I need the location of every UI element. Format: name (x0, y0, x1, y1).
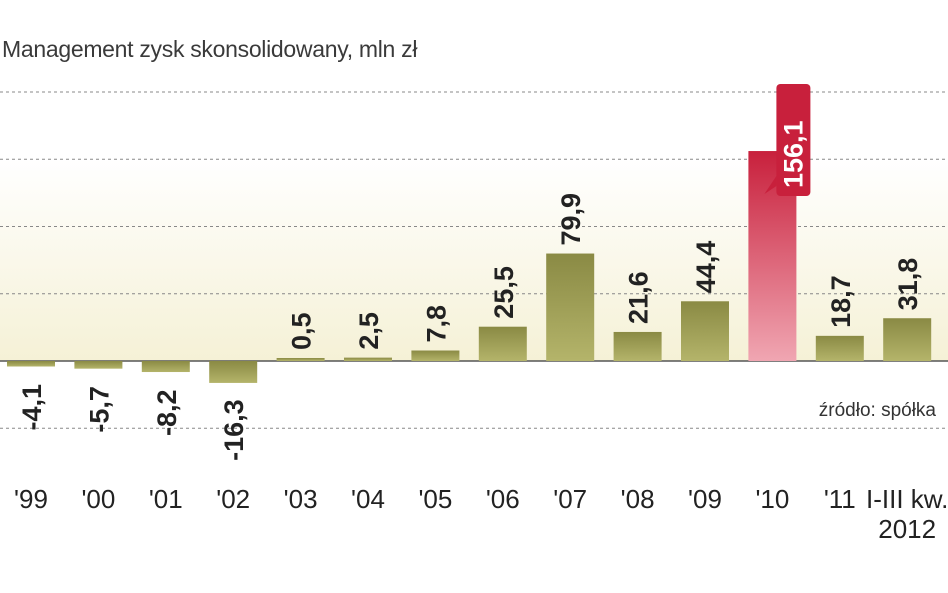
data-label: 156,1 (778, 120, 808, 188)
bar (546, 253, 595, 361)
data-label: -4,1 (17, 384, 47, 431)
data-label: 31,8 (893, 258, 923, 311)
chart-title: Management zysk skonsolidowany, mln zł (2, 36, 418, 62)
x-tick-label: 2012 (878, 514, 936, 544)
bar (276, 358, 325, 361)
bar (883, 318, 932, 361)
data-label: 25,5 (489, 266, 519, 319)
x-tick-label: '05 (418, 484, 452, 514)
x-tick-label: '06 (486, 484, 520, 514)
x-tick-label: I-III kw. (866, 484, 948, 514)
x-tick-label: '02 (216, 484, 250, 514)
x-tick-label: '09 (688, 484, 722, 514)
x-tick-label: '08 (621, 484, 655, 514)
x-tick-label: '00 (81, 484, 115, 514)
source-note: źródło: spółka (818, 400, 936, 421)
x-tick-label: '10 (755, 484, 789, 514)
data-label: 2,5 (354, 312, 384, 350)
bar (613, 331, 662, 361)
data-label: 0,5 (287, 312, 317, 350)
bar (7, 361, 55, 367)
bar (815, 335, 864, 361)
data-label: -8,2 (152, 389, 182, 436)
highlight-label-box (776, 84, 811, 196)
data-label: 18,7 (826, 275, 856, 328)
data-label: -16,3 (219, 399, 249, 461)
data-label: 21,6 (624, 271, 654, 324)
bar (141, 361, 190, 373)
bar (681, 301, 729, 361)
bar (478, 326, 527, 361)
x-tick-label: '04 (351, 484, 385, 514)
bar (411, 350, 460, 361)
data-label: 79,9 (556, 193, 586, 246)
data-label: 44,4 (691, 241, 721, 294)
data-label: 7,8 (421, 305, 451, 343)
highlight-label-pointer (764, 176, 777, 194)
bar (209, 361, 258, 383)
bar (344, 357, 392, 361)
bar (74, 361, 123, 369)
x-tick-label: '07 (553, 484, 587, 514)
x-tick-label: '03 (284, 484, 318, 514)
x-tick-label: '11 (824, 484, 856, 514)
x-tick-label: '99 (14, 484, 48, 514)
x-tick-label: '01 (149, 484, 183, 514)
data-label: -5,7 (84, 386, 114, 433)
